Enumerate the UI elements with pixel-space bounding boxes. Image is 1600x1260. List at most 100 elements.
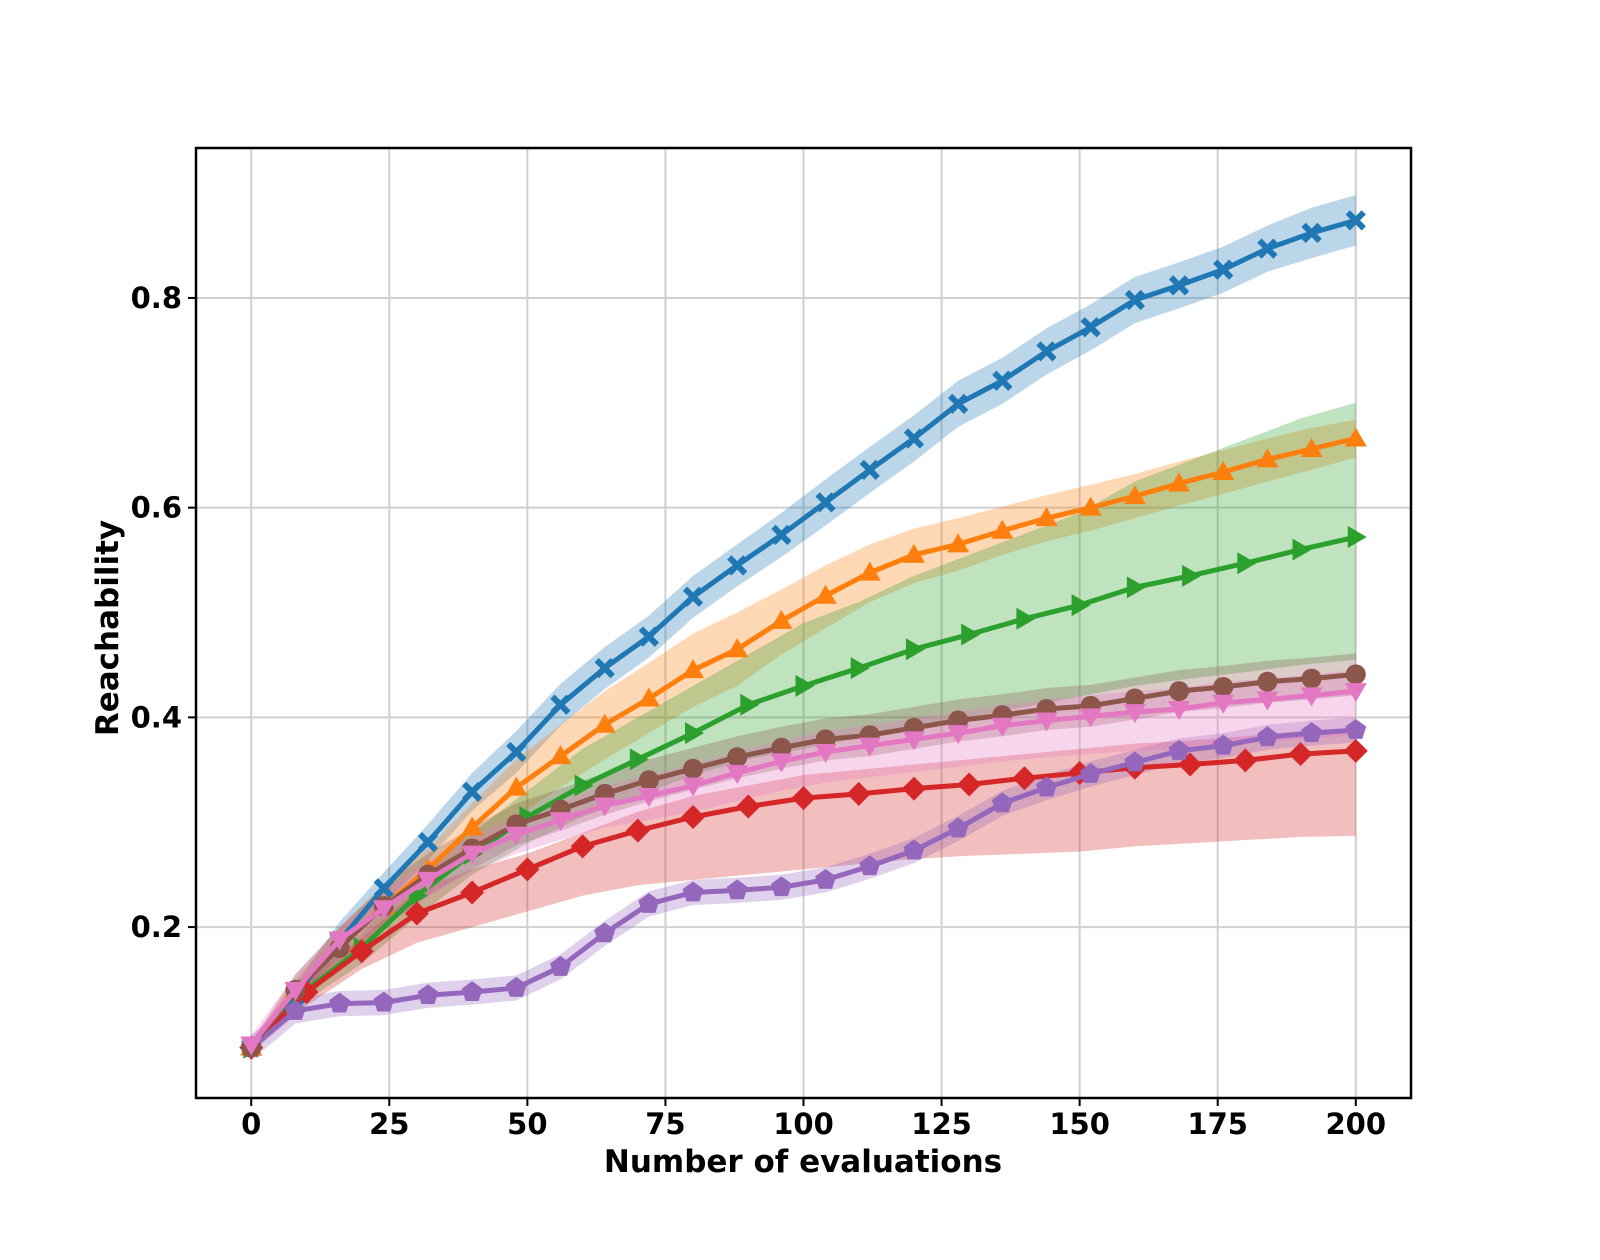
marker (858, 561, 881, 581)
marker (1301, 222, 1322, 244)
marker (349, 939, 374, 964)
marker (727, 555, 748, 576)
marker (1256, 726, 1278, 747)
marker (1079, 708, 1102, 728)
band (251, 727, 1356, 1053)
marker (1257, 238, 1278, 259)
marker (625, 818, 650, 843)
axes: 0 25 50 75 100 125 150 175 200 0.2 0.4 0.6 0.8 (131, 281, 1386, 1141)
marker (373, 991, 395, 1012)
marker (373, 878, 394, 899)
marker (594, 922, 616, 943)
marker (1123, 485, 1146, 505)
grid (196, 148, 1411, 1098)
marker (770, 876, 792, 897)
series (239, 738, 1368, 1060)
marker (284, 981, 307, 1001)
marker (685, 722, 705, 745)
marker (961, 623, 981, 646)
band (251, 402, 1356, 1053)
marker (1168, 739, 1190, 760)
marker (1016, 607, 1036, 630)
x-tick-label: 200 (1325, 1107, 1386, 1141)
marker (859, 459, 880, 481)
marker (814, 743, 837, 763)
marker (791, 786, 816, 811)
marker (574, 774, 594, 797)
marker (328, 931, 351, 951)
x-tick-label: 150 (1049, 1107, 1110, 1141)
marker (1257, 671, 1278, 692)
marker (770, 609, 793, 629)
marker (1036, 776, 1057, 797)
marker (570, 834, 595, 859)
marker (815, 492, 836, 513)
marker (903, 839, 925, 860)
marker (726, 764, 749, 784)
marker (1212, 694, 1235, 714)
marker (1301, 668, 1322, 689)
band (251, 419, 1356, 1053)
marker (1345, 210, 1366, 231)
marker (1256, 691, 1279, 711)
marker (1256, 448, 1279, 468)
marker (1035, 712, 1058, 732)
marker (594, 657, 615, 679)
marker (1169, 681, 1190, 702)
marker (1080, 762, 1102, 783)
marker (1168, 472, 1191, 492)
marker (638, 626, 659, 647)
marker (1168, 275, 1190, 296)
marker (1079, 496, 1102, 516)
marker (681, 804, 706, 829)
x-tick-label: 25 (369, 1107, 409, 1141)
marker (682, 586, 704, 607)
marker (593, 713, 616, 733)
marker (549, 745, 572, 765)
marker (814, 584, 837, 604)
x-tick-label: 50 (507, 1107, 547, 1141)
marker (1080, 317, 1101, 338)
marker (461, 845, 484, 865)
marker (505, 776, 528, 796)
marker (637, 687, 660, 707)
marker (1124, 289, 1145, 311)
marker (1123, 704, 1146, 724)
marker (1347, 526, 1367, 549)
marker (329, 992, 351, 1013)
marker (903, 428, 925, 449)
x-axis-label: Number of evaluations (604, 1144, 1002, 1180)
marker (1126, 576, 1146, 599)
marker (1036, 341, 1057, 362)
marker (901, 776, 926, 801)
y-axis-label: Reachability (90, 520, 126, 736)
marker (629, 748, 649, 771)
marker (638, 893, 660, 913)
marker (771, 737, 792, 758)
series (240, 683, 1367, 1056)
lines (239, 210, 1368, 1060)
marker (736, 794, 761, 819)
series (240, 718, 1367, 1057)
marker (417, 984, 439, 1005)
x-tick-label: 0 (241, 1107, 261, 1141)
marker (1213, 676, 1234, 697)
marker (1288, 742, 1313, 767)
marker (682, 659, 705, 679)
x-tick-label: 75 (645, 1107, 685, 1141)
marker (682, 777, 705, 797)
marker (284, 999, 306, 1020)
marker (515, 857, 540, 882)
marker (992, 370, 1013, 391)
marker (1233, 748, 1258, 773)
marker (637, 788, 660, 808)
y-tick-label: 0.4 (131, 700, 182, 734)
marker (1182, 564, 1202, 587)
x-tick-label: 125 (911, 1107, 972, 1141)
marker (727, 747, 748, 768)
marker (1301, 722, 1323, 742)
marker (461, 981, 483, 1001)
